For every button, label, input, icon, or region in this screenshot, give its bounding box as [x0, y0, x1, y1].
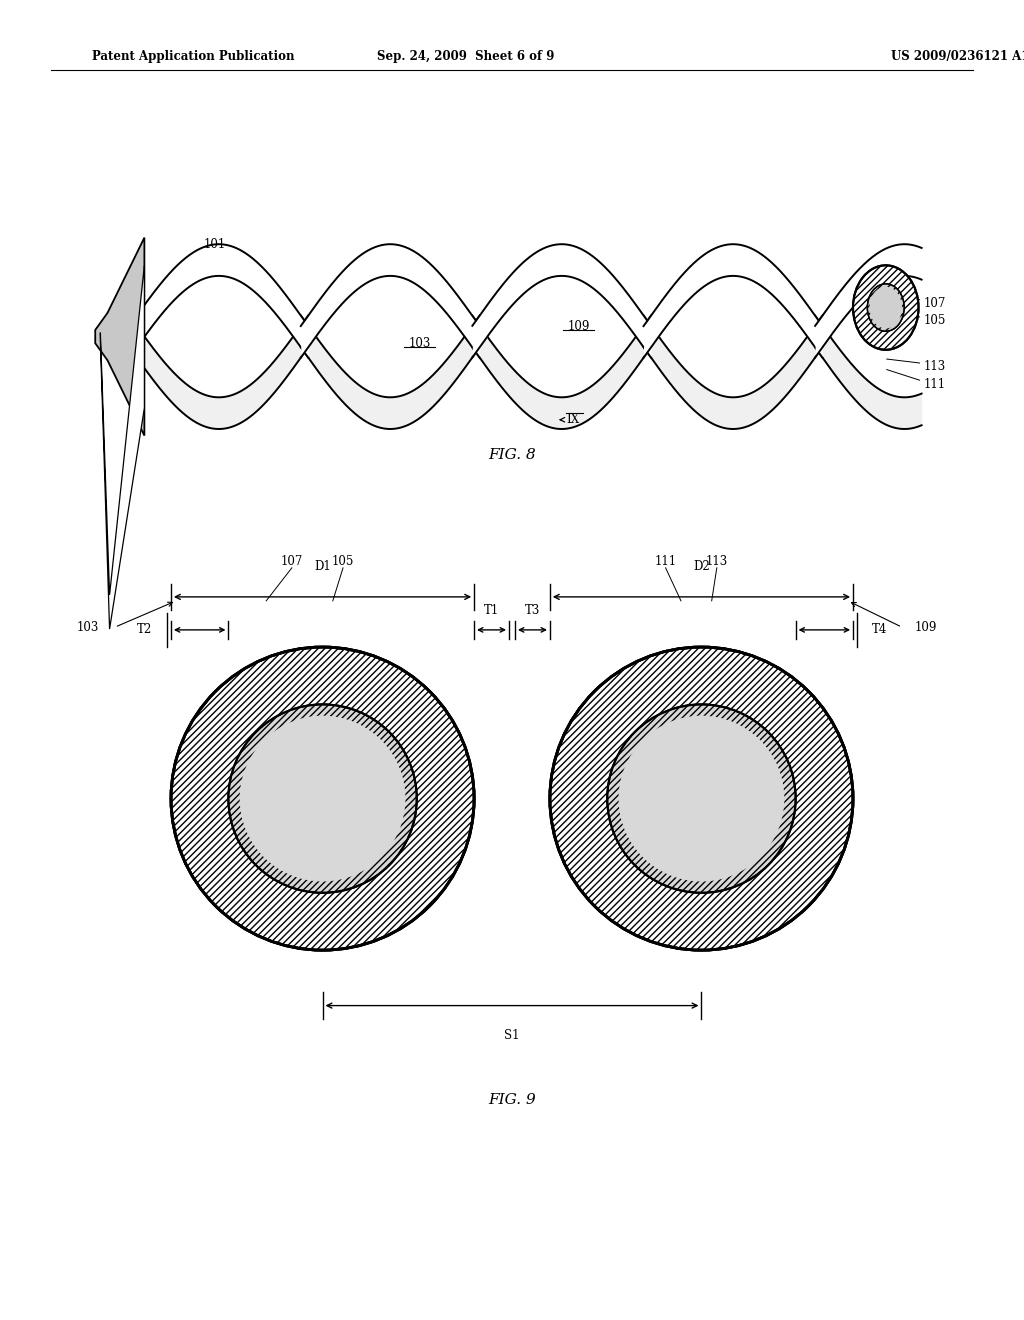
Text: 113: 113	[706, 554, 728, 568]
Text: 103: 103	[77, 620, 99, 634]
Text: 107: 107	[281, 554, 303, 568]
Text: 109: 109	[567, 319, 590, 333]
Ellipse shape	[240, 715, 406, 882]
Ellipse shape	[607, 705, 796, 892]
Ellipse shape	[618, 715, 784, 882]
Text: 105: 105	[924, 314, 946, 327]
Text: 111: 111	[654, 554, 677, 568]
Text: S1: S1	[504, 1030, 520, 1043]
Text: T1: T1	[484, 603, 499, 616]
Circle shape	[869, 286, 902, 329]
Text: D2: D2	[693, 560, 710, 573]
Text: T3: T3	[524, 603, 541, 616]
Polygon shape	[100, 265, 144, 630]
Text: IX: IX	[566, 251, 580, 264]
Text: 101: 101	[204, 238, 226, 251]
Text: US 2009/0236121 A1: US 2009/0236121 A1	[891, 50, 1024, 63]
Text: 111: 111	[924, 378, 946, 391]
Ellipse shape	[171, 647, 474, 950]
Text: Sep. 24, 2009  Sheet 6 of 9: Sep. 24, 2009 Sheet 6 of 9	[377, 50, 555, 63]
Text: FIG. 9: FIG. 9	[488, 1093, 536, 1106]
Text: 105: 105	[332, 554, 354, 568]
Text: T2: T2	[137, 623, 153, 636]
Text: FIG. 8: FIG. 8	[488, 449, 536, 462]
Text: D1: D1	[314, 560, 331, 573]
Text: Patent Application Publication: Patent Application Publication	[92, 50, 295, 63]
Text: 107: 107	[924, 297, 946, 310]
Ellipse shape	[550, 647, 853, 950]
Text: IX: IX	[566, 413, 580, 426]
Text: T4: T4	[871, 623, 887, 636]
Text: 103: 103	[409, 337, 431, 350]
Circle shape	[853, 265, 919, 350]
Text: 113: 113	[924, 360, 946, 374]
Text: 109: 109	[914, 620, 937, 634]
Circle shape	[867, 284, 904, 331]
Polygon shape	[95, 238, 144, 436]
Ellipse shape	[228, 705, 417, 892]
Ellipse shape	[228, 705, 417, 892]
Ellipse shape	[607, 705, 796, 892]
Circle shape	[867, 284, 904, 331]
